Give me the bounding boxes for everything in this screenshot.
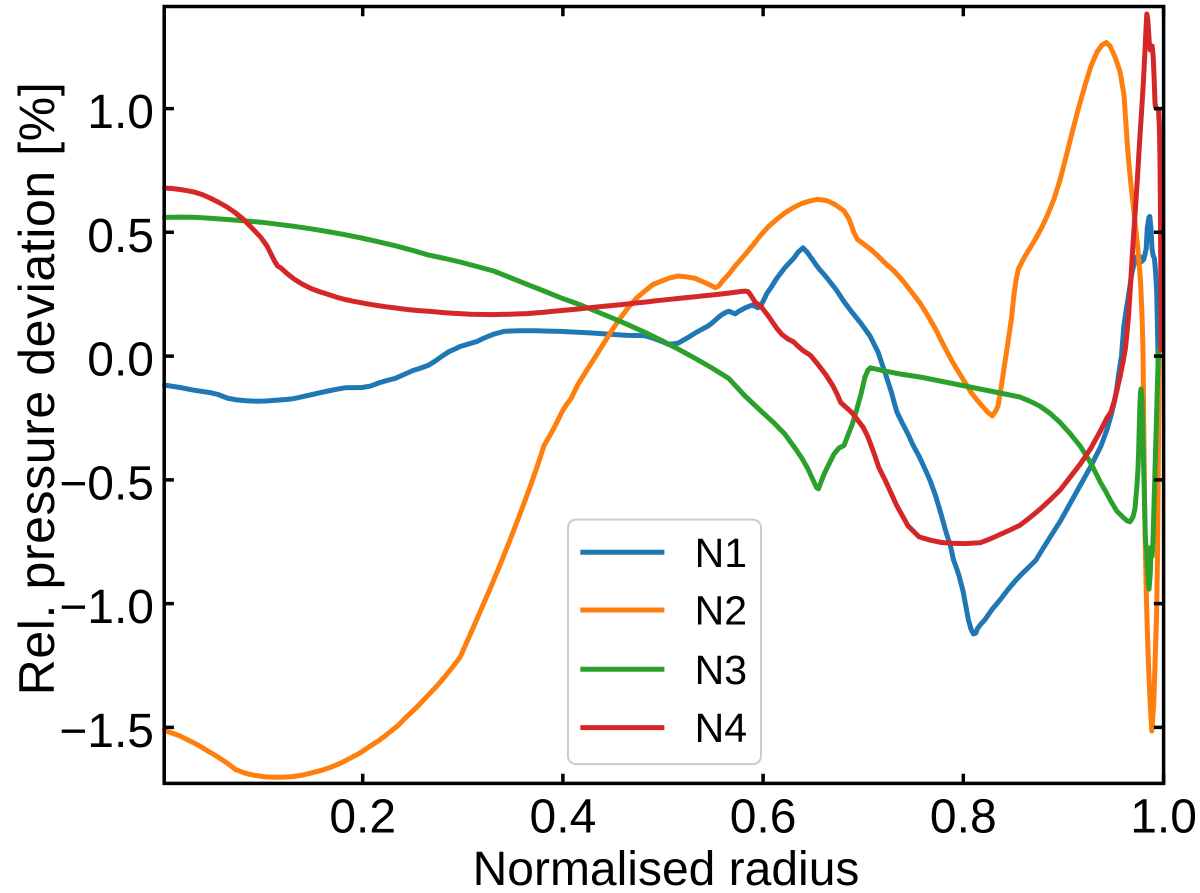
svg-text:−0.5: −0.5 (59, 457, 154, 510)
svg-text:N2: N2 (695, 588, 747, 634)
svg-text:−1.5: −1.5 (59, 705, 154, 758)
svg-text:N4: N4 (695, 705, 747, 751)
svg-text:0.4: 0.4 (530, 791, 597, 844)
svg-text:N3: N3 (695, 647, 747, 693)
svg-text:−1.0: −1.0 (59, 581, 154, 634)
svg-text:1.0: 1.0 (87, 86, 154, 139)
svg-text:0.2: 0.2 (329, 791, 396, 844)
svg-text:0.5: 0.5 (87, 210, 154, 263)
svg-text:0.6: 0.6 (730, 791, 797, 844)
svg-text:0.8: 0.8 (930, 791, 997, 844)
svg-text:Normalised radius: Normalised radius (473, 843, 860, 893)
svg-text:N1: N1 (695, 530, 747, 576)
svg-text:Rel. pressure deviation [%]: Rel. pressure deviation [%] (9, 82, 65, 696)
svg-text:1.0: 1.0 (1130, 791, 1197, 844)
svg-text:0.0: 0.0 (87, 334, 154, 387)
